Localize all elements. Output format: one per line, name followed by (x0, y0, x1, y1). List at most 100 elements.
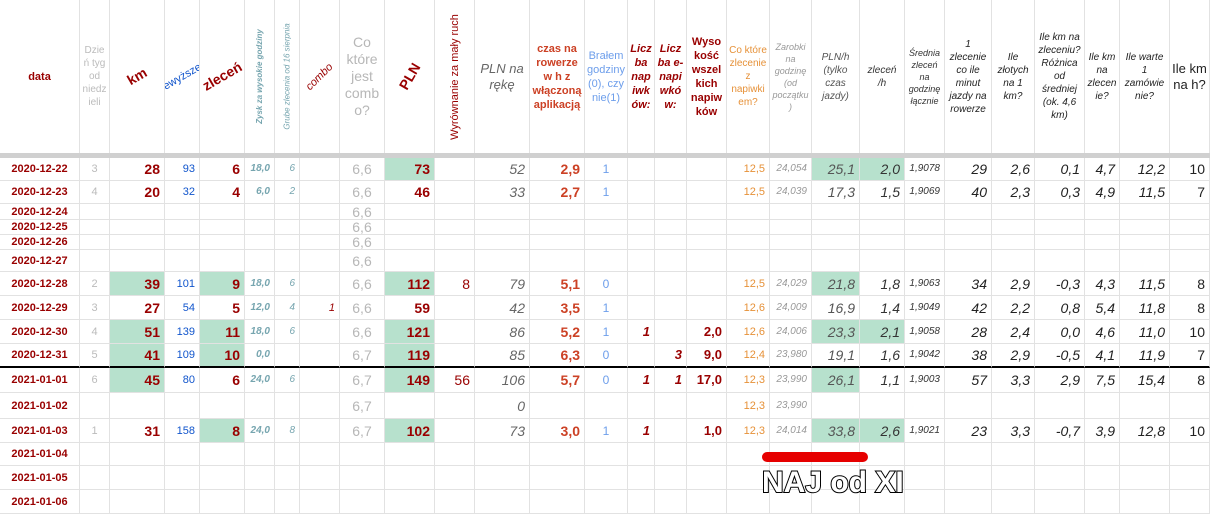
data-cell (165, 220, 200, 235)
data-cell (628, 181, 655, 204)
data-cell (245, 393, 275, 419)
data-cell: 10 (1170, 419, 1210, 443)
data-cell (1170, 220, 1210, 235)
data-cell: 24,0 (245, 368, 275, 393)
date-cell: 2021-01-06 (0, 490, 80, 514)
data-cell (530, 250, 585, 272)
data-cell: 24,006 (770, 320, 812, 344)
data-cell (655, 158, 687, 181)
data-cell (860, 393, 905, 419)
data-cell: 106 (475, 368, 530, 393)
data-cell: 56 (435, 368, 475, 393)
data-cell (687, 443, 727, 466)
data-cell (905, 466, 945, 490)
data-cell (275, 220, 300, 235)
data-cell (530, 443, 585, 466)
data-cell (110, 443, 165, 466)
data-cell (1120, 443, 1170, 466)
date-cell: 2020-12-27 (0, 250, 80, 272)
data-cell: 12,6 (727, 296, 770, 320)
data-cell: 6 (275, 272, 300, 296)
data-cell (530, 220, 585, 235)
data-cell (687, 235, 727, 250)
data-cell (628, 490, 655, 514)
data-cell (687, 181, 727, 204)
data-cell: 119 (385, 344, 435, 368)
data-cell: 10 (1170, 158, 1210, 181)
data-cell: 42 (475, 296, 530, 320)
header-text: Co które jest combo? (344, 34, 380, 118)
data-cell (80, 235, 110, 250)
data-cell: 1 (585, 296, 628, 320)
data-cell (628, 272, 655, 296)
data-cell: 59 (385, 296, 435, 320)
data-cell (245, 490, 275, 514)
data-cell: 6 (275, 368, 300, 393)
data-cell: 1,9078 (905, 158, 945, 181)
data-cell: 8 (1170, 368, 1210, 393)
data-cell: 19,1 (812, 344, 860, 368)
data-cell (1035, 393, 1085, 419)
data-cell: 2,9 (992, 344, 1035, 368)
data-cell: 11 (200, 320, 245, 344)
data-cell: 0 (475, 393, 530, 419)
data-cell (585, 204, 628, 220)
data-cell: 6,7 (340, 419, 385, 443)
date-cell: 2020-12-28 (0, 272, 80, 296)
data-cell (1085, 235, 1120, 250)
data-cell: 8 (1170, 296, 1210, 320)
header-text: 1 zlecenie co ile minut jazdy na rowerze (949, 38, 987, 115)
data-cell (435, 204, 475, 220)
data-cell (435, 443, 475, 466)
date-cell: 2020-12-29 (0, 296, 80, 320)
data-cell (687, 393, 727, 419)
data-cell: 2,6 (860, 419, 905, 443)
data-cell (992, 250, 1035, 272)
header-text: zleceń /h (867, 64, 897, 89)
data-cell (628, 443, 655, 466)
data-cell (1170, 204, 1210, 220)
data-cell: 0 (585, 344, 628, 368)
data-cell (475, 466, 530, 490)
data-cell: 6,6 (340, 250, 385, 272)
data-cell: 4 (80, 181, 110, 204)
data-cell: 17,3 (812, 181, 860, 204)
data-cell: 1,8 (860, 272, 905, 296)
data-cell (1170, 393, 1210, 419)
date-cell: 2020-12-24 (0, 204, 80, 220)
data-cell: 52 (475, 158, 530, 181)
column-header: Wyrównanie za mały ruch (435, 0, 475, 153)
data-cell (475, 250, 530, 272)
data-cell (905, 250, 945, 272)
data-cell (435, 181, 475, 204)
header-separator (0, 153, 1210, 158)
data-cell (812, 250, 860, 272)
data-cell (655, 181, 687, 204)
data-cell: 93 (165, 158, 200, 181)
data-cell (1120, 490, 1170, 514)
data-cell (340, 443, 385, 466)
data-cell: 1,6 (860, 344, 905, 368)
data-cell: 6,6 (340, 204, 385, 220)
data-cell (727, 490, 770, 514)
data-cell: 2,0 (687, 320, 727, 344)
data-cell (385, 443, 435, 466)
data-cell: 2 (275, 181, 300, 204)
data-cell (300, 220, 340, 235)
data-cell: 139 (165, 320, 200, 344)
data-cell (687, 272, 727, 296)
data-cell: 2,0 (860, 158, 905, 181)
column-header: Zarobki na godzinę (od początku) (770, 0, 812, 153)
data-cell (245, 220, 275, 235)
date-cell: 2021-01-03 (0, 419, 80, 443)
data-cell (435, 419, 475, 443)
data-cell (300, 344, 340, 368)
data-cell: 1 (585, 158, 628, 181)
data-cell: 0,3 (1035, 181, 1085, 204)
column-header: PLN na rękę (475, 0, 530, 153)
data-cell (165, 490, 200, 514)
header-text: czas na rowerze w h z włączoną aplikacją (532, 42, 582, 111)
data-cell (945, 220, 992, 235)
data-cell: 8 (200, 419, 245, 443)
